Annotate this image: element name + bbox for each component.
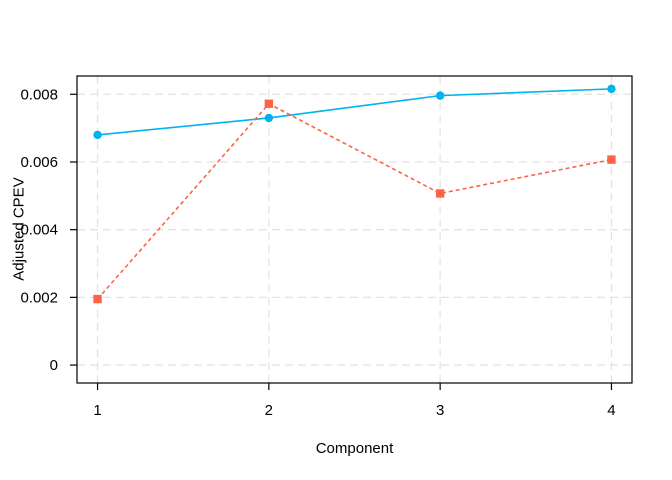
data-point-square: [93, 294, 102, 304]
x-tick-label: 4: [607, 402, 615, 419]
data-point-circle: [264, 113, 274, 123]
x-tick-label: 2: [265, 402, 273, 419]
y-tick-label: 0.006: [20, 154, 58, 171]
y-tick-label: 0.002: [20, 289, 58, 306]
x-tick-label: 3: [436, 402, 444, 419]
data-point-square: [435, 189, 445, 198]
data-point-circle: [93, 130, 102, 140]
y-tick-label: 0: [50, 357, 58, 374]
y-tick-label: 0.004: [20, 222, 58, 239]
y-axis-title: Adjusted CPEV: [10, 177, 28, 281]
data-point-square: [607, 155, 616, 164]
series-line-1: [97, 88, 612, 136]
x-axis-title: Component: [315, 440, 394, 457]
series-line-2: [96, 102, 612, 300]
x-tick-label: 1: [93, 402, 101, 419]
data-point-circle: [607, 84, 616, 94]
y-tick-label: 0.008: [20, 86, 58, 103]
data-point-square: [264, 99, 274, 108]
data-point-circle: [435, 91, 445, 100]
